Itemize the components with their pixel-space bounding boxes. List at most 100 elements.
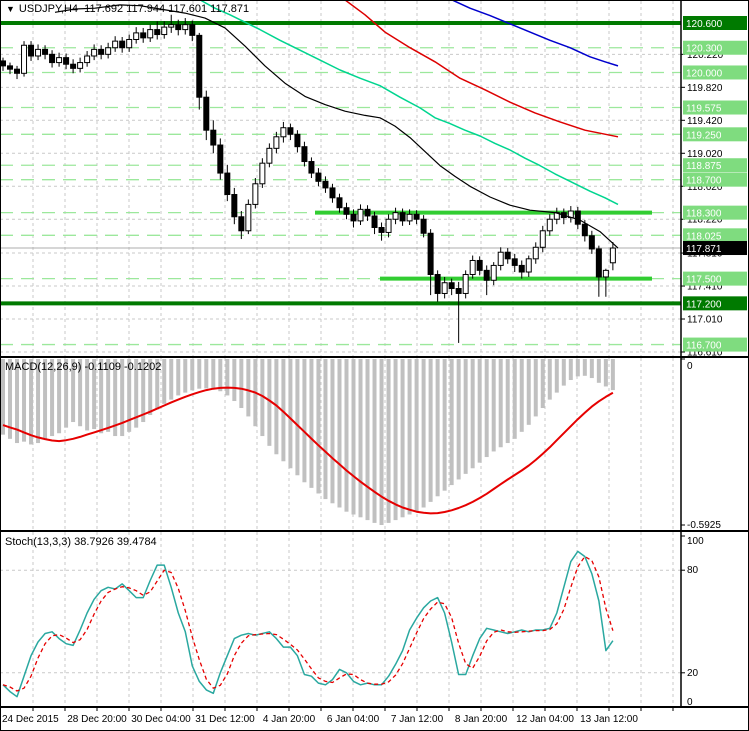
candle — [476, 259, 483, 271]
candle — [343, 207, 350, 215]
candle — [49, 53, 56, 64]
ma-fast-black — [54, 4, 619, 249]
candle — [21, 44, 28, 74]
candle — [385, 218, 392, 233]
price-level-badge-major: 120.600 — [683, 16, 747, 30]
candle — [133, 32, 140, 40]
stoch-scale-label: 100 — [687, 536, 704, 547]
candle — [434, 273, 441, 294]
candle — [35, 48, 42, 57]
candle — [336, 197, 343, 209]
price-level-badge-text: 120.000 — [686, 68, 723, 79]
candle — [462, 273, 469, 294]
macd-indicator-label: MACD(12,26,9) -0.1109 -0.1202 — [5, 361, 162, 373]
price-level-badge: 120.300 — [683, 40, 747, 55]
chart-title: ▼ USDJPY,H4 117.692 117.944 117.601 117.8… — [6, 3, 249, 15]
price-tick-label: 119.020 — [687, 149, 723, 160]
candle — [574, 210, 581, 225]
current-price-badge-text: 117.871 — [686, 244, 722, 255]
price-tick-label: 120.220 — [687, 50, 724, 61]
symbol-title: USDJPY,H4 — [18, 3, 79, 15]
candle — [0, 60, 6, 67]
candle — [196, 34, 203, 98]
candle — [42, 48, 49, 55]
candle — [602, 269, 609, 278]
candle — [259, 162, 266, 185]
candle — [161, 26, 168, 36]
price-level-badge: 120.000 — [683, 65, 747, 80]
candle — [378, 226, 385, 233]
candle — [511, 258, 518, 266]
price-tick-label: 117.410 — [687, 282, 723, 293]
price-level-badge-text: 118.300 — [686, 209, 722, 220]
candle — [595, 248, 602, 278]
price-level-badge: 118.875 — [683, 158, 747, 173]
candle — [7, 65, 14, 70]
price-level-badge-text: 118.875 — [686, 161, 722, 172]
current-price-badge: 117.871 — [683, 241, 747, 256]
candle — [175, 24, 182, 31]
candle — [518, 264, 525, 273]
price-tick-label: 118.620 — [687, 182, 723, 193]
candle — [609, 247, 616, 264]
candle — [245, 203, 252, 232]
price-level-badge-text: 118.025 — [686, 231, 722, 242]
candle — [588, 235, 595, 250]
candle — [448, 282, 455, 290]
candle — [168, 24, 175, 28]
candle — [126, 38, 133, 49]
time-label: 12 Jan 04:00 — [516, 714, 574, 725]
price-level-badge: 118.300 — [683, 205, 747, 220]
candle — [154, 29, 161, 36]
candle — [147, 29, 154, 39]
candle — [266, 147, 273, 164]
ohlc-readout: 117.692 117.944 117.601 117.871 — [84, 3, 250, 15]
candle — [532, 246, 539, 260]
candle — [399, 212, 406, 222]
candle — [231, 194, 238, 218]
stoch-scale-label: 80 — [687, 565, 699, 576]
indicator-axes: 0 -0.5925 100 80 20 0 — [681, 358, 721, 708]
candle — [63, 57, 70, 65]
candle — [392, 212, 399, 220]
macd-scale-label: 0 — [687, 361, 693, 372]
candle — [56, 57, 63, 64]
candle — [469, 259, 476, 275]
candle — [364, 208, 371, 217]
candle — [28, 44, 35, 57]
price-level-badge: 119.575 — [683, 100, 747, 115]
candle — [525, 258, 532, 273]
candle — [238, 216, 245, 232]
candle — [140, 32, 147, 39]
candle — [98, 48, 105, 55]
time-axis: 24 Dec 2015 28 Dec 20:00 30 Dec 04:00 31 De… — [2, 707, 674, 725]
candle — [497, 251, 504, 266]
candle — [504, 251, 511, 260]
candle — [420, 218, 427, 234]
candle — [182, 24, 189, 31]
candle — [371, 215, 378, 228]
vertical-gridlines — [32, 1, 674, 706]
macd-histogram — [1, 359, 615, 525]
support-resistance-lines — [0, 21, 681, 306]
candle — [539, 230, 546, 248]
candle — [350, 213, 357, 222]
candle — [84, 55, 91, 64]
candle — [224, 172, 231, 196]
candle — [427, 232, 434, 275]
candle — [546, 218, 553, 232]
price-tick-label: 119.820 — [687, 83, 723, 94]
candle — [280, 127, 287, 138]
price-level-badge-major-text: 117.200 — [686, 299, 722, 310]
candle — [189, 24, 196, 36]
candle — [413, 213, 420, 220]
candle — [483, 269, 490, 281]
price-level-badge: 119.250 — [683, 127, 747, 142]
candles-layer — [0, 14, 616, 343]
candle — [203, 96, 210, 131]
price-level-badge: 117.500 — [683, 271, 747, 286]
price-tick-label: 118.220 — [687, 215, 723, 226]
macd-signal-line — [2, 386, 614, 515]
candle — [91, 48, 98, 57]
